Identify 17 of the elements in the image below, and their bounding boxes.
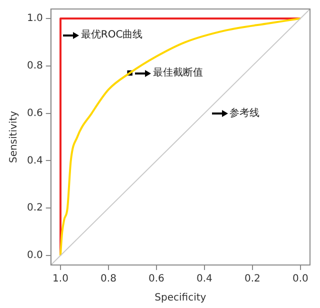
annotation: 最佳截断值 [152, 66, 203, 79]
y-tick-label: 0.8 [26, 60, 43, 72]
y-tick-label: 1.0 [26, 13, 43, 24]
y-tick-label: 0.6 [26, 108, 43, 119]
x-tick-label: 0.6 [148, 274, 164, 285]
annotation: 最优ROC曲线 [80, 28, 143, 41]
x-axis-title: Specificity [154, 292, 206, 304]
x-tick-label: 0.4 [196, 274, 212, 285]
y-tick-label: 0.4 [26, 155, 43, 166]
y-tick-label: 0.2 [26, 202, 43, 214]
y-axis-title: Sensitivity [8, 110, 20, 164]
x-tick-label: 0.8 [100, 274, 116, 285]
x-tick-label: 1.0 [52, 274, 68, 285]
x-tick-label: 0.2 [244, 274, 260, 285]
y-tick-label: 0.0 [26, 250, 43, 262]
annotation: 参考线 [230, 106, 260, 119]
x-tick-label: 0.0 [292, 274, 308, 285]
